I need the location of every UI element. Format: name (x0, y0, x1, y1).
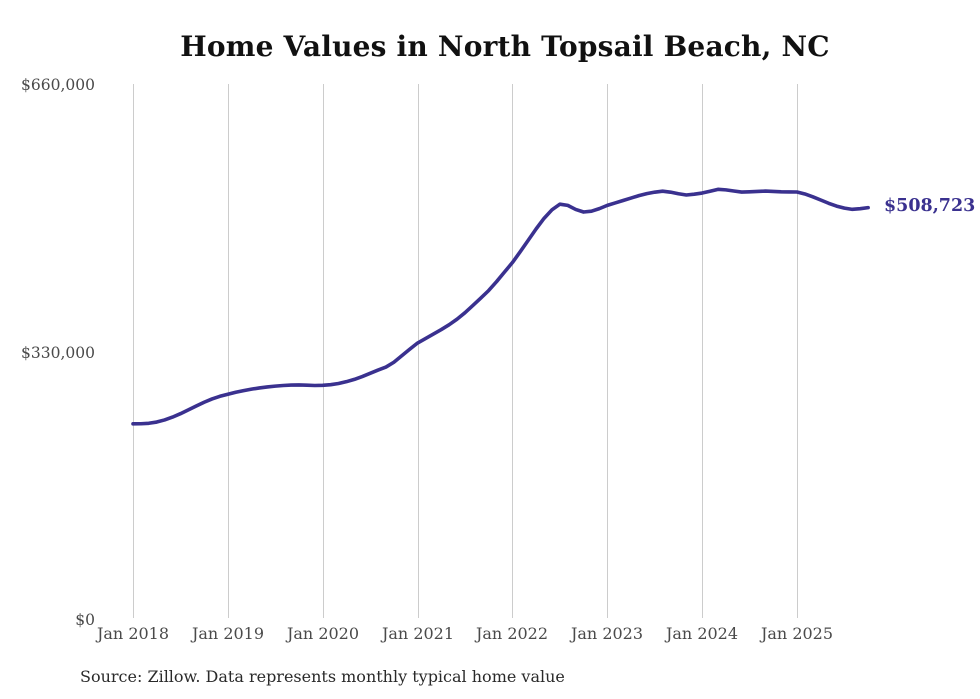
gridline-jan-2019 (228, 84, 229, 618)
gridline-jan-2020 (323, 84, 324, 618)
x-axis-label-jan-2020: Jan 2020 (286, 624, 360, 643)
x-axis-label-jan-2023: Jan 2023 (570, 624, 644, 643)
y-axis-label-660000: $660,000 (21, 76, 95, 94)
gridline-jan-2024 (702, 84, 703, 618)
x-axis-label-jan-2025: Jan 2025 (760, 624, 834, 643)
x-axis-label-jan-2022: Jan 2022 (475, 624, 549, 643)
x-axis-label-jan-2018: Jan 2018 (96, 624, 170, 643)
x-axis-label-jan-2021: Jan 2021 (381, 624, 455, 643)
gridline-jan-2021 (418, 84, 419, 618)
chart-title: Home Values in North Topsail Beach, NC (180, 30, 830, 63)
source-note: Source: Zillow. Data represents monthly … (80, 667, 565, 686)
gridline-jan-2018 (133, 84, 134, 618)
y-axis-label-0: $0 (75, 611, 95, 629)
x-axis-label-jan-2019: Jan 2019 (191, 624, 265, 643)
home-value-line (131, 187, 870, 426)
current-value-label: $508,723 (884, 196, 976, 216)
gridline-jan-2023 (607, 84, 608, 618)
x-axis-label-jan-2024: Jan 2024 (665, 624, 739, 643)
y-axis-label-330000: $330,000 (21, 344, 95, 362)
gridline-jan-2022 (512, 84, 513, 618)
gridline-jan-2025 (797, 84, 798, 618)
